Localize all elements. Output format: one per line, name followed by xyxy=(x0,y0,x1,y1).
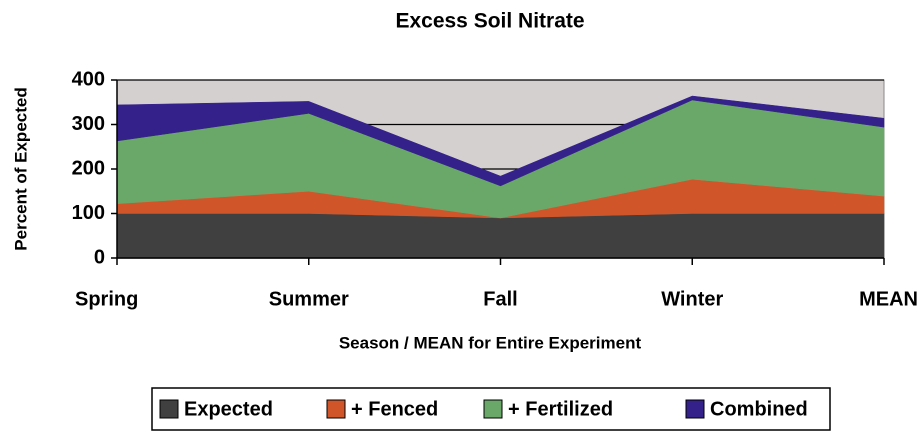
legend-swatch xyxy=(685,399,705,419)
x-axis-label: Season / MEAN for Entire Experiment xyxy=(339,333,642,352)
y-axis-label: Percent of Expected xyxy=(11,87,30,250)
y-tick-label: 200 xyxy=(72,157,105,179)
x-tick-label: Spring xyxy=(75,288,138,310)
legend-swatch xyxy=(326,399,346,419)
x-tick-label: Winter xyxy=(661,288,723,310)
x-tick-label: Summer xyxy=(269,288,349,310)
legend-label: Expected xyxy=(184,398,273,420)
area xyxy=(116,213,885,259)
legend-swatch xyxy=(159,399,179,419)
area xyxy=(116,95,885,187)
y-tick-label: 100 xyxy=(72,202,105,224)
x-tick-label: Fall xyxy=(483,288,517,310)
chart-title: Excess Soil Nitrate xyxy=(395,10,584,33)
legend-label: + Fenced xyxy=(351,398,438,420)
y-tick-label: 400 xyxy=(72,68,105,90)
legend-swatch xyxy=(483,399,503,419)
y-tick-label: 0 xyxy=(94,246,105,268)
y-tick-label: 300 xyxy=(72,113,105,135)
x-tick-label: MEAN xyxy=(859,288,918,310)
legend-label: + Fertilized xyxy=(508,398,613,420)
legend-label: Combined xyxy=(710,398,808,420)
